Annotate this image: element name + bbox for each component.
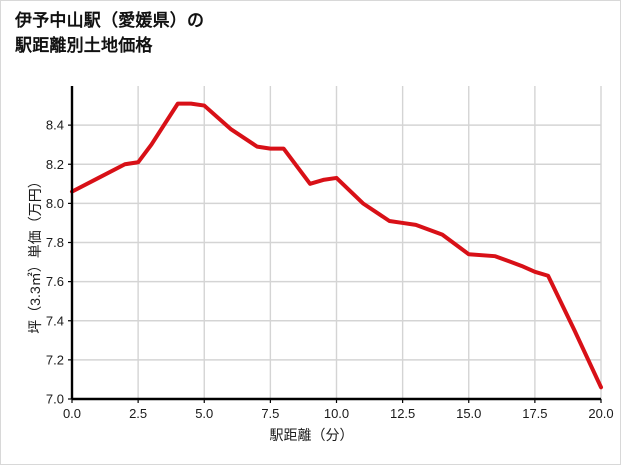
- x-tick-label: 5.0: [195, 406, 213, 421]
- axis-ticks: 7.0 7.2 7.4 7.6 7.8 8.0 8.2 8.4 0.0 2.5 5.0 7.5 10.0…: [46, 118, 614, 421]
- y-tick-label: 8.0: [46, 196, 64, 211]
- y-tick-label: 7.4: [46, 313, 64, 328]
- y-tick-label: 8.2: [46, 157, 64, 172]
- x-axis-label: 駅距離（分）: [269, 427, 354, 443]
- x-tick-label: 2.5: [129, 406, 147, 421]
- x-tick-label: 12.5: [390, 406, 415, 421]
- x-tick-label: 0.0: [63, 406, 81, 421]
- x-tick-label: 15.0: [456, 406, 481, 421]
- series-line: [70, 101, 603, 390]
- y-tick-label: 8.4: [46, 118, 64, 133]
- page-title: 伊予中山駅（愛媛県）の 駅距離別土地価格: [15, 11, 205, 55]
- x-tick-label: 10.0: [324, 406, 349, 421]
- y-tick-label: 7.2: [46, 352, 64, 367]
- y-tick-label: 7.8: [46, 235, 64, 250]
- x-tick-label: 7.5: [261, 406, 279, 421]
- axis-lines: [70, 86, 601, 401]
- y-tick-label: 7.0: [46, 392, 64, 407]
- x-tick-label: 20.0: [588, 406, 613, 421]
- y-tick-label: 7.6: [46, 274, 64, 289]
- gridlines: [71, 86, 602, 400]
- x-tick-label: 17.5: [522, 406, 547, 421]
- data-series: [70, 101, 603, 390]
- y-axis-label: 坪（3.3㎡）単価（万円）: [27, 174, 43, 334]
